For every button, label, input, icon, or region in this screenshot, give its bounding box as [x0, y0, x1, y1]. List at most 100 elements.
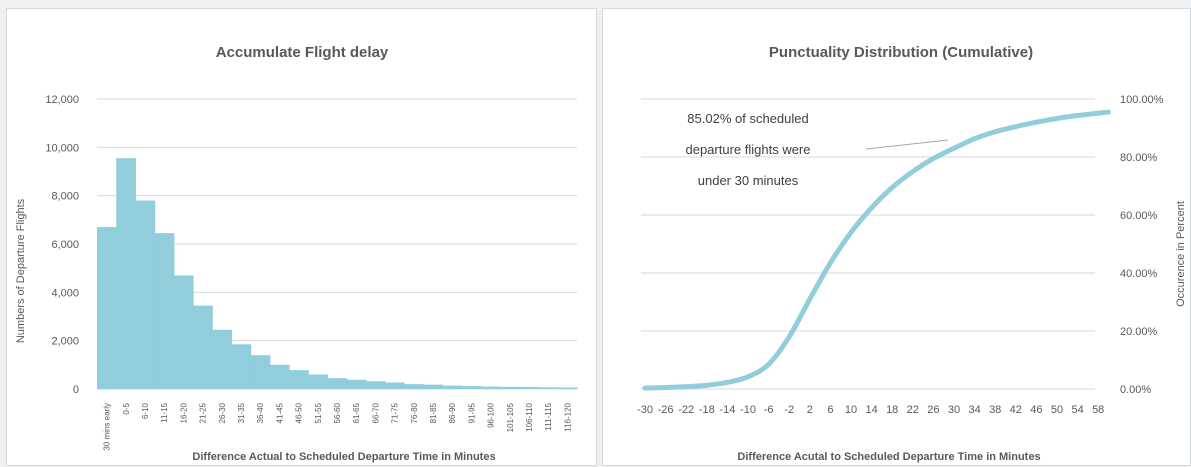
y-tick-label: 20.00% — [1120, 326, 1158, 338]
x-tick-label: 41-45 — [275, 402, 284, 423]
y-tick-label: 12,000 — [45, 94, 79, 106]
y-tick-label: 80.00% — [1120, 152, 1158, 164]
histogram-chart: Accumulate Flight delay Numbers of Depar… — [15, 44, 578, 463]
bar — [135, 200, 156, 389]
cumulative-panel: Punctuality Distribution (Cumulative) Oc… — [602, 8, 1191, 466]
bar — [154, 233, 175, 389]
x-tick-label: 66-70 — [371, 402, 380, 423]
y-tick-label: 2,000 — [51, 336, 79, 348]
y-tick-label: 40.00% — [1120, 268, 1158, 280]
annotation-line: departure flights were — [685, 142, 810, 157]
x-tick-label: 54 — [1071, 404, 1083, 416]
bar — [212, 329, 232, 389]
y-tick-label: 4,000 — [51, 287, 79, 299]
x-tick-label: -26 — [658, 404, 674, 416]
x-tick-label: 14 — [865, 404, 877, 416]
chart-title: Accumulate Flight delay — [216, 44, 389, 61]
x-tick-label: 106-110 — [525, 402, 534, 431]
y-tick-label: 0.00% — [1120, 384, 1151, 396]
x-tick-label: 96-100 — [487, 402, 496, 427]
x-tick-label: 34 — [968, 404, 980, 416]
chart-title: Punctuality Distribution (Cumulative) — [769, 44, 1033, 61]
x-tick-label: 116-120 — [563, 402, 572, 431]
x-tick-label: 76-80 — [410, 402, 419, 423]
y-tick-label: 6,000 — [51, 239, 79, 251]
y-tick-label: 0 — [73, 384, 79, 396]
x-tick-label: 38 — [989, 404, 1001, 416]
bar — [365, 381, 386, 389]
x-tick-label: -18 — [699, 404, 715, 416]
bar — [461, 386, 482, 389]
x-tick-label: -2 — [784, 404, 794, 416]
x-tick-label: 56-60 — [333, 402, 342, 423]
bar — [231, 344, 252, 389]
bar — [442, 385, 463, 389]
y-tick-label: 100.00% — [1120, 94, 1164, 106]
x-tick-label: 2 — [807, 404, 813, 416]
x-tick-label: -30 — [637, 404, 653, 416]
x-axis-label: Difference Actual to Scheduled Departure… — [192, 451, 495, 463]
x-tick-label: 16-20 — [179, 402, 188, 423]
bar — [289, 370, 309, 389]
x-tick-label: 58 — [1092, 404, 1104, 416]
x-tick-label: -22 — [678, 404, 694, 416]
bar — [269, 364, 290, 389]
x-tick-label: 101-105 — [506, 402, 515, 432]
x-tick-label: 46 — [1030, 404, 1042, 416]
x-tick-label: 30 mins early — [103, 403, 112, 451]
x-tick-label: -14 — [719, 404, 735, 416]
x-tick-label: 0-5 — [122, 402, 131, 414]
x-tick-label: 91-95 — [467, 402, 476, 423]
x-tick-label: -10 — [740, 404, 756, 416]
bar — [250, 355, 271, 389]
bar — [327, 378, 348, 389]
x-tick-label: 86-90 — [448, 402, 457, 423]
x-tick-label: 36-40 — [256, 402, 265, 423]
bar — [116, 158, 136, 389]
x-tick-label: 111-115 — [544, 402, 553, 430]
y-axis-label: Occurence in Percent — [1175, 201, 1187, 307]
bar — [385, 382, 405, 389]
y-tick-label: 8,000 — [51, 191, 79, 203]
bar — [557, 387, 578, 389]
x-tick-label: 22 — [907, 404, 919, 416]
x-tick-label: 81-85 — [429, 402, 438, 423]
bar — [193, 305, 213, 389]
bar — [173, 275, 194, 389]
annotation-line: under 30 minutes — [698, 173, 799, 188]
histogram-panel: Accumulate Flight delay Numbers of Depar… — [6, 8, 597, 466]
x-tick-label: 6 — [827, 404, 833, 416]
x-tick-label: 18 — [886, 404, 898, 416]
cumulative-chart: Punctuality Distribution (Cumulative) Oc… — [637, 44, 1187, 463]
bar — [404, 384, 424, 389]
bar — [346, 379, 367, 389]
bar — [308, 374, 328, 389]
bar — [519, 386, 540, 389]
bar — [97, 227, 117, 389]
bar — [500, 386, 520, 389]
annotation-line: 85.02% of scheduled — [687, 111, 808, 126]
x-tick-label: 71-75 — [391, 402, 400, 423]
x-tick-label: 31-35 — [237, 402, 246, 423]
x-tick-label: 46-50 — [295, 402, 304, 423]
x-axis-label: Difference Acutal to Scheduled Departure… — [737, 451, 1040, 463]
x-tick-label: 26 — [927, 404, 939, 416]
bar — [538, 387, 559, 389]
bar — [481, 386, 501, 389]
x-tick-label: 61-65 — [352, 402, 361, 423]
x-tick-label: 6-10 — [141, 402, 150, 419]
x-tick-label: 11-15 — [160, 402, 169, 422]
y-tick-label: 60.00% — [1120, 210, 1158, 222]
x-tick-label: 26-30 — [218, 402, 227, 423]
y-axis-label: Numbers of Departure Flights — [15, 198, 27, 343]
x-tick-label: 10 — [845, 404, 857, 416]
x-tick-label: 51-55 — [314, 402, 323, 423]
x-tick-label: 42 — [1010, 404, 1022, 416]
x-tick-label: -6 — [764, 404, 774, 416]
cumulative-line — [642, 109, 1111, 391]
x-tick-label: 21-25 — [199, 402, 208, 423]
annotation: 85.02% of scheduled departure flights we… — [685, 111, 949, 188]
y-tick-label: 10,000 — [45, 142, 79, 154]
annotation-leader-line — [865, 139, 949, 150]
x-tick-label: 30 — [948, 404, 960, 416]
